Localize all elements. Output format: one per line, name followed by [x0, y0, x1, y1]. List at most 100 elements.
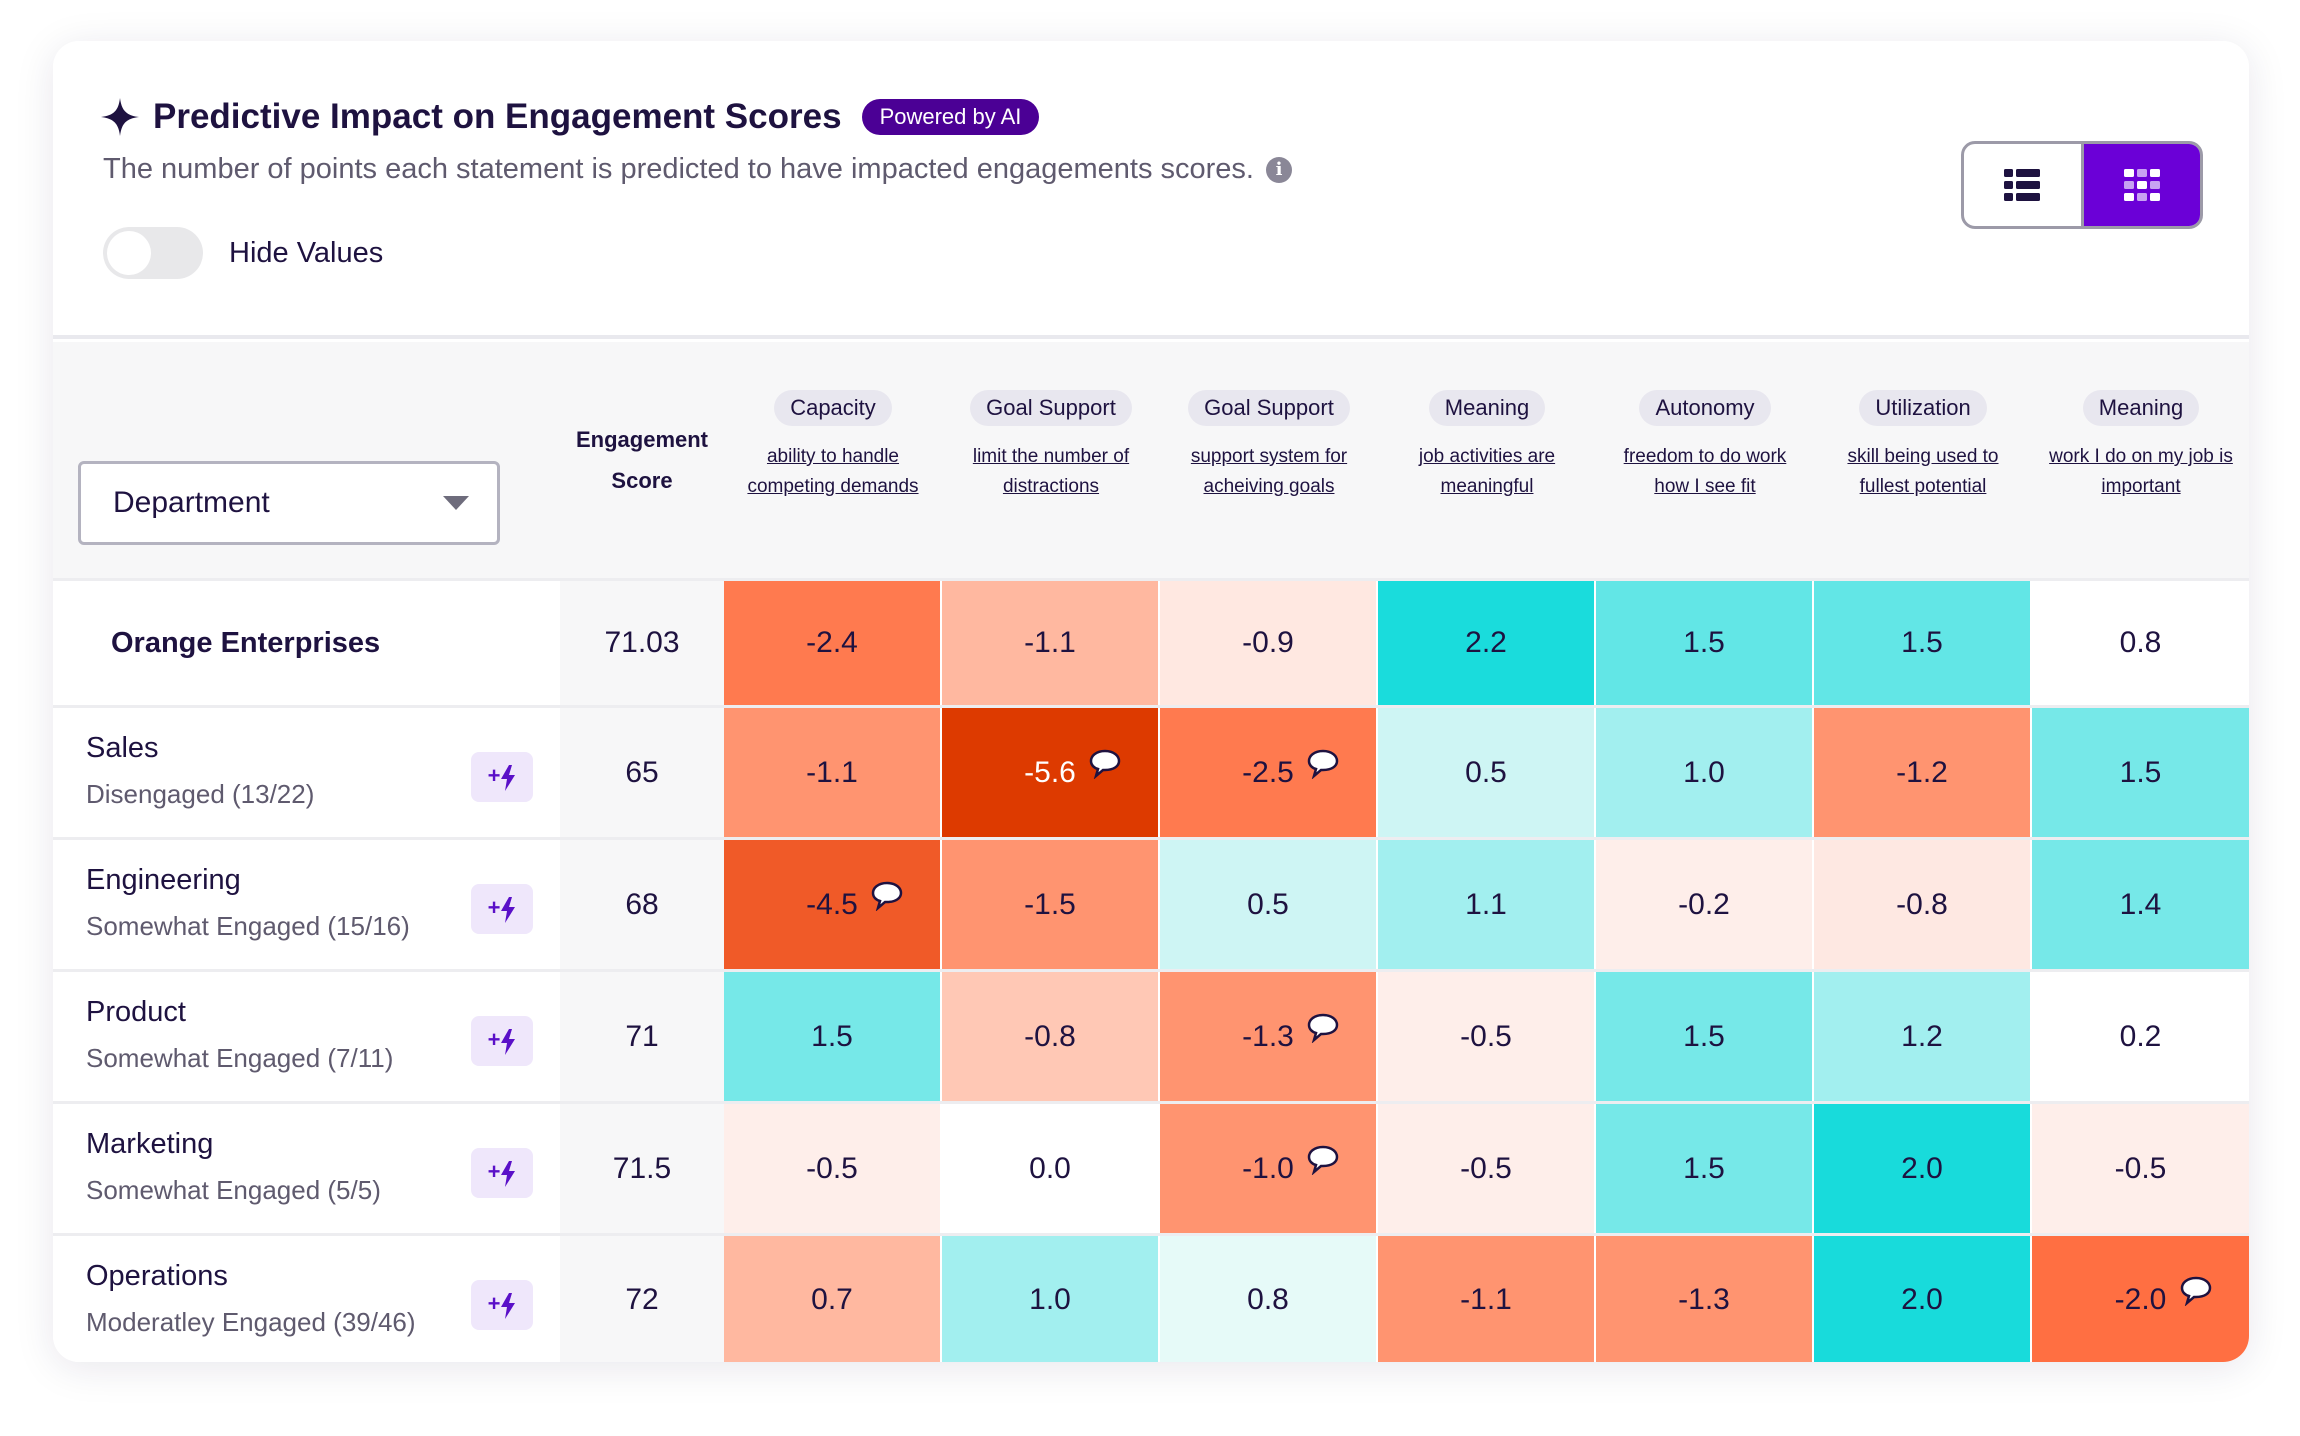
department-name[interactable]: Engineering [86, 864, 241, 896]
hide-values-label: Hide Values [229, 236, 384, 269]
heatmap-cell[interactable]: 1.2 [1814, 972, 2030, 1101]
department-name[interactable]: Sales [86, 732, 159, 764]
boost-action-button[interactable]: + [471, 752, 533, 802]
heatmap-cell[interactable]: 0.7 [724, 1236, 940, 1362]
department-name[interactable]: Marketing [86, 1128, 214, 1160]
cell-value: 1.1 [1465, 887, 1507, 921]
boost-action-button[interactable]: + [471, 1016, 533, 1066]
column-header: Meaning work I do on my job is important [2032, 342, 2249, 578]
cell-value: -1.1 [1024, 626, 1076, 659]
cell-value: -0.5 [2114, 1151, 2167, 1185]
department-status: Moderatley Engaged (39/46) [86, 1307, 416, 1337]
heatmap-view-button[interactable] [2083, 144, 2200, 226]
engagement-score: 71.5 [560, 1104, 724, 1233]
heatmap-cell[interactable]: -1.3 [1160, 972, 1376, 1101]
cell-value: 1.5 [1683, 1019, 1725, 1053]
comment-icon[interactable] [870, 881, 904, 911]
heatmap-cell[interactable]: -4.5 [724, 840, 940, 969]
heatmap-cell[interactable]: -1.1 [724, 708, 940, 837]
heatmap-cell[interactable]: -0.9 [1160, 581, 1376, 705]
list-view-icon [2004, 169, 2041, 201]
cell-value: -0.8 [1024, 1019, 1076, 1053]
comment-icon[interactable] [2179, 1276, 2213, 1306]
department-status: Somewhat Engaged (15/16) [86, 911, 410, 941]
boost-action-button[interactable]: + [471, 1280, 533, 1330]
heatmap-cell[interactable]: -0.8 [942, 972, 1158, 1101]
boost-action-button[interactable]: + [471, 884, 533, 934]
department-row: Engineering Somewhat Engaged (15/16) + 6… [53, 837, 2249, 969]
cell-value: -1.0 [1242, 1151, 1294, 1185]
heatmap-cell[interactable]: 0.5 [1160, 840, 1376, 969]
comment-icon[interactable] [1306, 1013, 1340, 1043]
heatmap-cell[interactable]: -0.2 [1596, 840, 1812, 969]
heatmap-cell[interactable]: -1.5 [942, 840, 1158, 969]
category-pill: Meaning [2082, 390, 2200, 426]
heatmap-cell[interactable]: -2.5 [1160, 708, 1376, 837]
heatmap-cell[interactable]: 1.1 [1378, 840, 1594, 969]
heatmap-cell[interactable]: -1.1 [1378, 1236, 1594, 1362]
statement-link[interactable]: work I do on my job is important [2049, 446, 2233, 497]
statement-link[interactable]: support system for acheiving goals [1190, 446, 1348, 497]
heatmap-cell[interactable]: 2.0 [1814, 1236, 2030, 1362]
category-pill: Autonomy [1639, 390, 1771, 426]
heatmap-cell[interactable]: -1.2 [1814, 708, 2030, 837]
statement-link[interactable]: freedom to do work how I see fit [1623, 446, 1787, 497]
sparkle-icon [101, 98, 139, 136]
chevron-down-icon [443, 496, 469, 510]
heatmap-cell[interactable]: -0.5 [2032, 1104, 2249, 1233]
list-view-button[interactable] [1964, 144, 2084, 226]
heatmap-cell[interactable]: 1.5 [1596, 581, 1812, 705]
heatmap-cell[interactable]: -2.0 [2032, 1236, 2249, 1362]
boost-action-button[interactable]: + [471, 1148, 533, 1198]
department-name[interactable]: Operations [86, 1260, 228, 1292]
heatmap-cell[interactable]: -0.5 [1378, 972, 1594, 1101]
info-icon[interactable]: i [1265, 156, 1292, 183]
heatmap-cell[interactable]: 1.5 [724, 972, 940, 1101]
statement-link[interactable]: ability to handle competing demands [747, 446, 919, 497]
comment-icon[interactable] [1306, 749, 1340, 779]
heatmap-cell[interactable]: -0.8 [1814, 840, 2030, 969]
heatmap-cell[interactable]: 1.5 [1596, 972, 1812, 1101]
heatmap-cell[interactable]: -2.4 [724, 581, 940, 705]
category-pill: Capacity [774, 390, 892, 426]
heatmap-cell[interactable]: -1.1 [942, 581, 1158, 705]
heatmap-cell[interactable]: 0.5 [1378, 708, 1594, 837]
cell-value: 0.5 [1465, 755, 1507, 789]
statement-link[interactable]: job activities are meaningful [1418, 446, 1556, 497]
heatmap-cell[interactable]: 1.0 [1596, 708, 1812, 837]
plus-lightning-icon: + [488, 895, 517, 923]
department-name[interactable]: Product [86, 996, 186, 1028]
heatmap-cell[interactable]: 1.5 [1814, 581, 2030, 705]
cell-value: -1.5 [1024, 887, 1076, 921]
cell-value: 1.5 [1683, 626, 1725, 659]
statement-link[interactable]: limit the number of distractions [972, 446, 1130, 497]
department-dropdown[interactable]: Department [78, 461, 500, 545]
heatmap-cell[interactable]: 0.0 [942, 1104, 1158, 1233]
heatmap-cell[interactable]: -1.3 [1596, 1236, 1812, 1362]
heatmap-cell[interactable]: 1.5 [1596, 1104, 1812, 1233]
cell-value: -1.2 [1896, 755, 1948, 789]
heatmap-cell[interactable]: -0.5 [1378, 1104, 1594, 1233]
heatmap-cell[interactable]: 0.8 [1160, 1236, 1376, 1362]
heatmap-cell[interactable]: 0.8 [2032, 581, 2249, 705]
heatmap-cell[interactable]: 1.4 [2032, 840, 2249, 969]
cell-value: -0.9 [1242, 626, 1294, 659]
heatmap-cell[interactable]: 1.0 [942, 1236, 1158, 1362]
comment-icon[interactable] [1306, 1145, 1340, 1175]
department-status: Disengaged (13/22) [86, 779, 315, 809]
cell-value: 0.8 [2119, 626, 2162, 659]
heatmap-cell[interactable]: 1.5 [2032, 708, 2249, 837]
heatmap-cell[interactable]: -5.6 [942, 708, 1158, 837]
heatmap-cell[interactable]: -1.0 [1160, 1104, 1376, 1233]
heatmap-cell[interactable]: 0.2 [2032, 972, 2249, 1101]
cell-value: 1.4 [2119, 887, 2162, 921]
heatmap-cell[interactable]: 2.2 [1378, 581, 1594, 705]
statement-link[interactable]: skill being used to fullest potential [1847, 446, 1999, 497]
heatmap-cell[interactable]: -0.5 [724, 1104, 940, 1233]
plus-lightning-icon: + [488, 1027, 517, 1055]
heatmap-cell[interactable]: 2.0 [1814, 1104, 2030, 1233]
column-header: Autonomy freedom to do work how I see fi… [1596, 342, 1814, 578]
cell-value: 0.8 [1247, 1282, 1289, 1316]
hide-values-toggle[interactable] [103, 227, 203, 279]
comment-icon[interactable] [1088, 749, 1122, 779]
